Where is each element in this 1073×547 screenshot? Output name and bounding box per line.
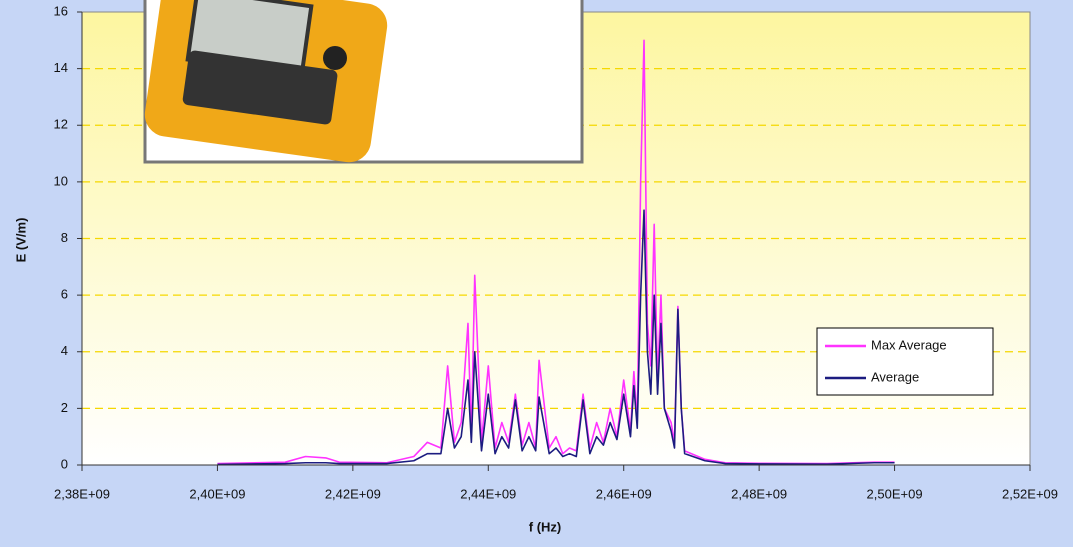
- y-tick-label: 6: [61, 287, 68, 302]
- y-tick-label: 16: [54, 3, 68, 18]
- y-tick-label: 8: [61, 230, 68, 245]
- y-tick-label: 12: [54, 117, 68, 132]
- x-tick-label: 2,40E+09: [189, 486, 245, 501]
- y-tick-label: 4: [61, 343, 68, 358]
- x-tick-label: 2,38E+09: [54, 486, 110, 501]
- legend-label: Average: [871, 369, 919, 384]
- y-tick-label: 0: [61, 456, 68, 471]
- x-axis-label: f (Hz): [529, 519, 562, 534]
- x-tick-label: 2,42E+09: [325, 486, 381, 501]
- x-tick-label: 2,44E+09: [460, 486, 516, 501]
- inset-photo: [142, 0, 582, 165]
- y-tick-label: 10: [54, 173, 68, 188]
- x-tick-label: 2,50E+09: [867, 486, 923, 501]
- x-tick-label: 2,52E+09: [1002, 486, 1058, 501]
- chart: f (Hz) E (V/m) 0 2 4 6 8 10 12 14 16 2,38E+09 2,40…: [0, 0, 1073, 547]
- legend-label: Max Average: [871, 337, 947, 352]
- y-tick-label: 2: [61, 400, 68, 415]
- x-tick-label: 2,46E+09: [596, 486, 652, 501]
- x-tick-label: 2,48E+09: [731, 486, 787, 501]
- y-axis-label: E (V/m): [13, 218, 28, 263]
- y-tick-label: 14: [54, 60, 68, 75]
